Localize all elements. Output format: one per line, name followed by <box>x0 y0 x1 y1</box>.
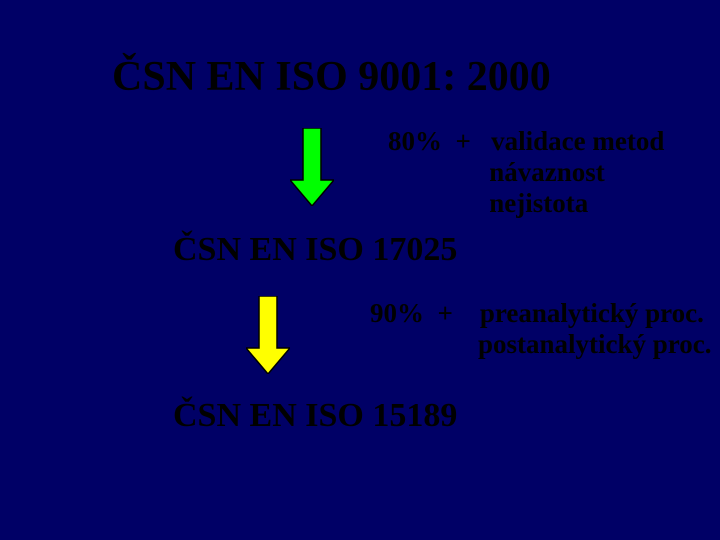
slide: ČSN EN ISO 9001: 2000 80% + validace met… <box>0 0 720 540</box>
slide-title: ČSN EN ISO 9001: 2000 <box>112 53 551 101</box>
down-arrow-yellow <box>246 296 290 374</box>
annotation-90pct: 90% + preanalytický proc. postanalytický… <box>370 298 712 360</box>
annotation-80pct: 80% + validace metod návaznost nejistota <box>388 126 664 219</box>
down-arrow-green <box>290 128 334 206</box>
heading-15189: ČSN EN ISO 15189 <box>173 397 457 435</box>
heading-17025: ČSN EN ISO 17025 <box>173 231 457 269</box>
